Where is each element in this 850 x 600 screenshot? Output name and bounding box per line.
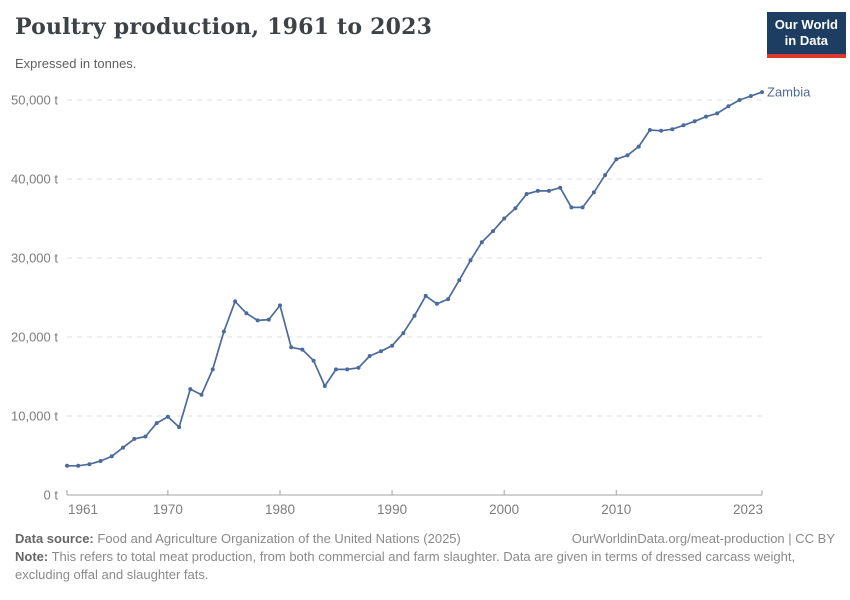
- data-point: [65, 463, 69, 468]
- data-point: [121, 445, 125, 450]
- data-point: [704, 114, 708, 119]
- data-point: [547, 188, 551, 193]
- data-point: [468, 258, 473, 263]
- data-point: [199, 392, 204, 397]
- data-point: [76, 463, 81, 468]
- data-point: [524, 192, 529, 196]
- chart-footer: Data source: Food and Agriculture Organi…: [15, 530, 835, 584]
- data-point: [233, 299, 238, 304]
- data-source-text: Food and Agriculture Organization of the…: [97, 531, 461, 546]
- x-tick-label: 1990: [377, 502, 407, 517]
- x-tick-label: 1961: [68, 502, 98, 517]
- data-point: [132, 436, 137, 441]
- data-point: [715, 111, 720, 116]
- data-point: [737, 98, 742, 102]
- data-point: [188, 387, 193, 392]
- data-point: [479, 240, 484, 245]
- y-tick-label: 20,000 t: [11, 330, 58, 345]
- data-point: [580, 205, 585, 210]
- data-point: [760, 90, 764, 95]
- data-point: [659, 128, 664, 133]
- data-point: [446, 297, 451, 302]
- data-point: [681, 123, 686, 128]
- data-point: [625, 153, 630, 158]
- y-tick-label: 40,000 t: [11, 172, 58, 187]
- data-point: [457, 278, 462, 283]
- data-point: [378, 349, 383, 354]
- x-tick-label: 2010: [601, 502, 631, 517]
- chart-subtitle: Expressed in tonnes.: [15, 56, 137, 71]
- data-point: [109, 454, 114, 459]
- data-point: [210, 367, 215, 372]
- footer-link[interactable]: OurWorldinData.org/meat-production | CC …: [571, 531, 835, 546]
- y-tick-label: 10,000 t: [11, 409, 58, 424]
- series-line: [66, 91, 763, 467]
- data-point: [255, 318, 260, 323]
- data-point: [726, 104, 731, 109]
- data-point: [300, 347, 305, 352]
- data-point: [614, 157, 619, 162]
- data-point: [670, 127, 675, 132]
- data-point: [491, 229, 495, 234]
- data-point: [154, 421, 159, 426]
- data-point: [345, 367, 350, 372]
- data-point: [692, 119, 697, 124]
- y-tick-label: 0 t: [44, 488, 59, 503]
- data-point: [423, 293, 428, 298]
- data-point: [636, 144, 641, 149]
- data-point: [98, 459, 103, 463]
- data-point: [356, 365, 361, 370]
- data-point: [165, 414, 170, 419]
- x-tick-label: 1970: [153, 502, 183, 517]
- data-point: [502, 216, 507, 221]
- x-tick-label: 2000: [489, 502, 519, 517]
- entity-label: Zambia: [767, 85, 811, 100]
- data-point: [535, 188, 540, 193]
- data-point: [412, 313, 417, 318]
- data-source-label: Data source:: [15, 531, 94, 546]
- note-text: This refers to total meat production, fr…: [15, 549, 796, 582]
- data-point: [748, 94, 753, 99]
- data-point: [334, 367, 338, 372]
- data-point: [278, 303, 282, 308]
- data-point: [87, 462, 92, 467]
- data-point: [244, 311, 249, 316]
- data-point: [311, 358, 316, 363]
- data-point: [266, 317, 271, 322]
- chart-title: Poultry production, 1961 to 2023: [15, 14, 433, 40]
- logo-line1: Our World: [774, 17, 838, 32]
- data-point: [177, 425, 182, 430]
- data-point: [513, 206, 518, 211]
- data-point: [647, 128, 652, 132]
- data-point: [221, 329, 226, 334]
- footer-note: Note: This refers to total meat producti…: [15, 548, 815, 584]
- data-source-line: Data source: Food and Agriculture Organi…: [15, 530, 461, 548]
- y-tick-label: 50,000 t: [11, 93, 58, 108]
- x-tick-label: 2023: [733, 502, 763, 517]
- x-tick-label: 1980: [265, 502, 295, 517]
- data-point: [143, 434, 148, 439]
- logo-line2: in Data: [784, 33, 829, 48]
- data-point: [569, 205, 574, 210]
- data-point: [322, 384, 327, 388]
- owid-logo[interactable]: Our World in Data: [766, 12, 846, 58]
- data-point: [289, 345, 294, 350]
- y-tick-label: 30,000 t: [11, 251, 58, 266]
- data-point: [390, 343, 395, 348]
- data-point: [367, 354, 372, 358]
- data-point: [603, 173, 608, 178]
- data-point: [434, 301, 439, 306]
- data-point: [558, 185, 563, 190]
- data-point: [591, 190, 596, 195]
- note-label: Note:: [15, 549, 49, 564]
- data-point: [401, 331, 406, 336]
